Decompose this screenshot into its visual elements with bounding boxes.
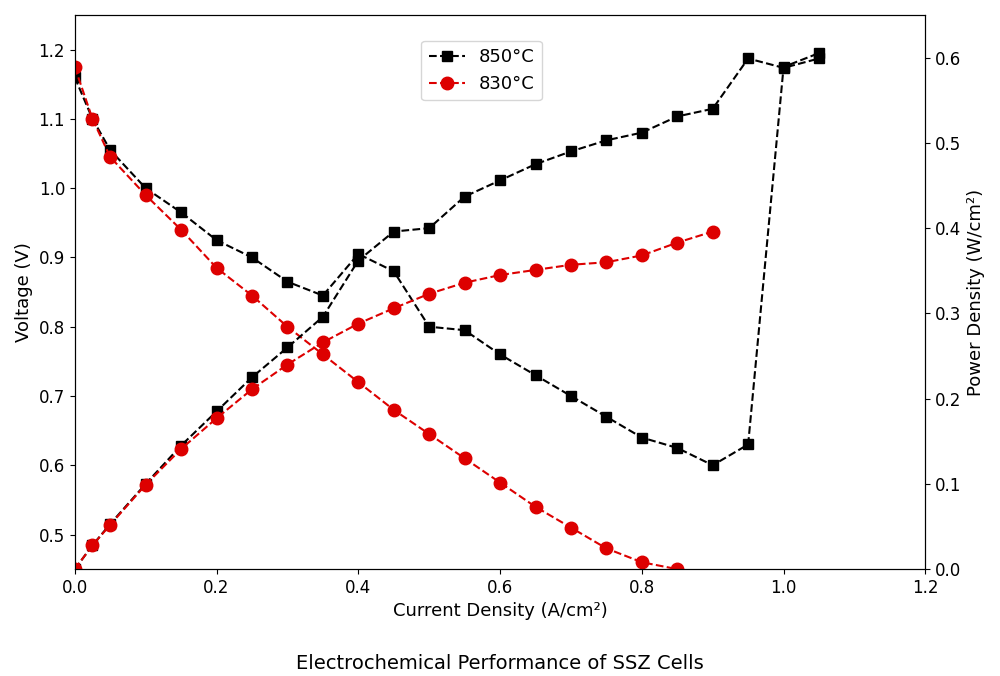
X-axis label: Current Density (A/cm²): Current Density (A/cm²) [393,602,607,621]
Legend: 850°C, 830°C: 850°C, 830°C [421,41,542,100]
Y-axis label: Power Density (W/cm²): Power Density (W/cm²) [967,189,985,395]
Y-axis label: Voltage (V): Voltage (V) [15,242,33,342]
Text: Electrochemical Performance of SSZ Cells: Electrochemical Performance of SSZ Cells [296,654,704,673]
